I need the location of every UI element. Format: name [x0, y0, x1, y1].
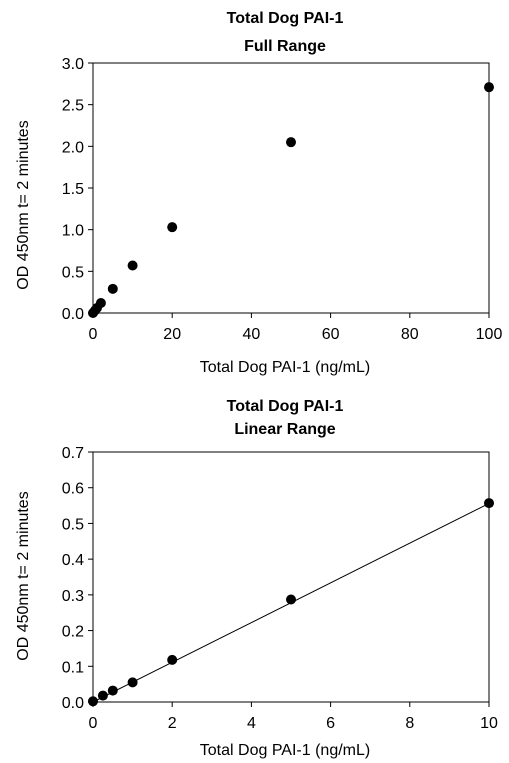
- data-point: [95, 298, 106, 308]
- y-axis-label: OD 450nm t= 2 minutes: [15, 120, 32, 289]
- x-tick-label: 60: [322, 326, 340, 343]
- x-tick-label: 100: [476, 326, 503, 343]
- x-tick-label: 0: [89, 715, 98, 732]
- data-point: [97, 690, 108, 701]
- data-point: [107, 685, 118, 696]
- y-tick-label: 0.5: [62, 516, 84, 533]
- y-tick-label: 2.0: [62, 139, 84, 156]
- data-point: [484, 498, 494, 509]
- x-tick-label: 2: [168, 715, 177, 732]
- x-tick-label: 0: [89, 326, 98, 343]
- data-point: [127, 260, 138, 271]
- y-tick-label: 0.6: [62, 481, 84, 498]
- y-tick-label: 0.1: [62, 659, 84, 676]
- plot-frame: [92, 451, 490, 703]
- x-axis-label: Total Dog PAI-1 (ng/mL): [200, 742, 370, 759]
- x-tick-label: 8: [405, 715, 414, 732]
- data-point: [167, 654, 178, 665]
- data-point: [127, 677, 138, 688]
- y-tick-label: 0.5: [62, 264, 84, 281]
- y-tick-label: 0.3: [62, 588, 84, 605]
- full-range-chart: Total Dog PAI-1 Full Range OD 450nm t= 2…: [15, 10, 502, 376]
- data-point: [167, 222, 178, 233]
- y-axis-label: OD 450nm t= 2 minutes: [15, 491, 32, 660]
- data-point: [286, 137, 296, 148]
- data-point: [88, 696, 98, 707]
- data-point: [107, 283, 118, 294]
- x-tick-label: 20: [163, 326, 181, 343]
- plot-area: 0.0 0.1 0.2 0.3 0.4 0.5 0.6 0.7 0 2 4 6 8 10: [62, 445, 498, 732]
- x-tick-label: 10: [480, 715, 498, 732]
- x-axis-label: Total Dog PAI-1 (ng/mL): [200, 359, 370, 376]
- y-tick-label: 3.0: [62, 56, 84, 73]
- y-tick-label: 1.0: [62, 223, 84, 240]
- data-point: [286, 594, 296, 605]
- y-tick-label: 0.0: [62, 695, 84, 712]
- x-tick-label: 6: [326, 715, 335, 732]
- y-tick-label: 0.7: [62, 445, 84, 462]
- linear-range-chart: Total Dog PAI-1 Linear Range OD 450nm t=…: [15, 398, 498, 759]
- y-tick-label: 1.5: [62, 181, 84, 198]
- y-tick-label: 0.2: [62, 624, 84, 641]
- x-tick-label: 80: [401, 326, 419, 343]
- x-tick-label: 4: [247, 715, 256, 732]
- chart-title-line-1: Total Dog PAI-1: [227, 10, 344, 27]
- chart-title-line-1: Total Dog PAI-1: [227, 398, 344, 415]
- y-tick-label: 0.0: [62, 306, 84, 323]
- plot-area: 0.0 0.5 1.0 1.5 2.0 2.5 3.0 0 20 40 60 80 100: [62, 56, 503, 343]
- y-tick-label: 2.5: [62, 98, 84, 115]
- data-point: [484, 82, 494, 93]
- chart-title-line-2: Full Range: [244, 38, 326, 55]
- plot-frame: [92, 62, 490, 314]
- chart-title-line-2: Linear Range: [234, 421, 335, 438]
- x-tick-label: 40: [243, 326, 261, 343]
- y-tick-label: 0.4: [62, 552, 84, 569]
